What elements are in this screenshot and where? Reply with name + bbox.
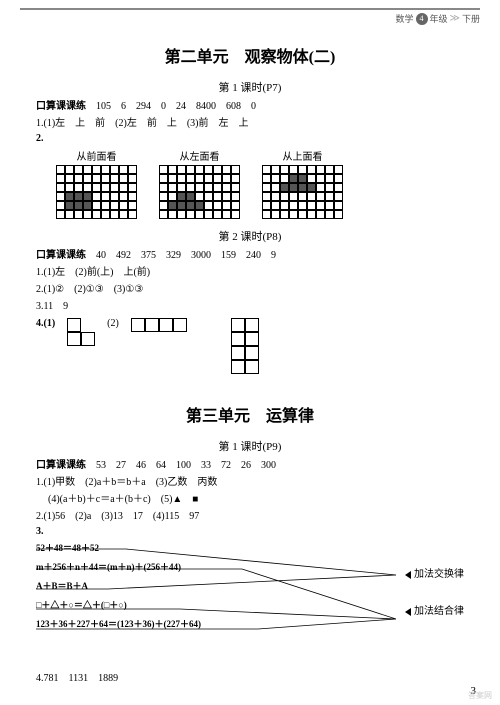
view-front: 从前面看 xyxy=(56,148,137,222)
u3l1-kousuan: 口算课课练 53 27 46 64 100 33 72 26 300 xyxy=(36,458,464,473)
u3l1-q4: 4.781 1131 1889 xyxy=(36,671,464,686)
kousuan-values: 40 492 375 329 3000 159 240 9 xyxy=(96,250,276,261)
kousuan-values: 53 27 46 64 100 33 72 26 300 xyxy=(96,460,276,471)
view-label: 从左面看 xyxy=(159,148,240,163)
q2-label: 2. xyxy=(36,133,44,144)
unit2-lesson2-title: 第 2 课时(P8) xyxy=(36,228,464,244)
match-lines xyxy=(36,541,464,669)
u3l1-q2: 2.(1)56 (2)a (3)13 17 (4)115 97 xyxy=(36,509,464,524)
kousuan-values: 105 6 294 0 24 8400 608 0 xyxy=(96,101,256,112)
view-label: 从上面看 xyxy=(262,148,343,163)
match-right-list: 加法交换律加法结合律 xyxy=(405,565,464,617)
grid-top xyxy=(262,165,343,219)
u3l1-q3: 3. 52＋48＝48＋52m＋256＋n＋44＝(m＋n)＋(256＋44)A… xyxy=(36,526,464,669)
u2l1-kousuan: 口算课课练 105 6 294 0 24 8400 608 0 xyxy=(36,99,464,114)
u3l1-q1b: (4)(a＋b)＋c＝a＋(b＋c) (5)▲ ■ xyxy=(36,492,464,507)
q3-label: 3. xyxy=(36,526,44,537)
grid-left xyxy=(159,165,240,219)
grid-front xyxy=(56,165,137,219)
u2l2-q2: 2.(1)② (2)①③ (3)①③ xyxy=(36,282,464,297)
shape-4-2b xyxy=(231,318,259,374)
shape-4-1 xyxy=(67,318,95,346)
u2l2-kousuan: 口算课课练 40 492 375 329 3000 159 240 9 xyxy=(36,248,464,263)
u2l1-q1: 1.(1)左 上 前 (2)左 前 上 (3)前 左 上 xyxy=(36,116,464,131)
u2l2-q4: 4.(1) (2) xyxy=(36,318,464,374)
match-area: 52＋48＝48＋52m＋256＋n＋44＝(m＋n)＋(256＋44)A＋B＝… xyxy=(36,541,464,669)
q4-label2: (2) xyxy=(107,318,119,329)
watermark: 答案网 xyxy=(468,690,492,701)
header-book: 下册 xyxy=(462,12,480,25)
shape-4-2a xyxy=(131,318,187,332)
grade-badge: 4 xyxy=(416,13,428,25)
view-label: 从前面看 xyxy=(56,148,137,163)
view-top: 从上面看 xyxy=(262,148,343,222)
view-left: 从左面看 xyxy=(159,148,240,222)
unit2-lesson1-title: 第 1 课时(P7) xyxy=(36,79,464,95)
chevron-icon: ≫ xyxy=(450,13,460,24)
page-header: 数学 4 年级 ≫ 下册 xyxy=(20,8,480,25)
kousuan-label: 口算课课练 xyxy=(36,460,86,471)
unit3-title: 第三单元 运算律 xyxy=(36,402,464,426)
u3l1-q1a: 1.(1)甲数 (2)a＋b＝b＋a (3)乙数 丙数 xyxy=(36,475,464,490)
q4-label1: 4.(1) xyxy=(36,318,55,329)
unit3-lesson1-title: 第 1 课时(P9) xyxy=(36,438,464,454)
kousuan-label: 口算课课练 xyxy=(36,101,86,112)
u2l2-q1: 1.(1)左 (2)前(上) 上(前) xyxy=(36,265,464,280)
unit2-title: 第二单元 观察物体(二) xyxy=(36,43,464,67)
header-subject: 数学 xyxy=(395,12,413,25)
page-content: 第二单元 观察物体(二) 第 1 课时(P7) 口算课课练 105 6 294 … xyxy=(0,43,500,686)
views-row: 从前面看 从左面看 从上面看 xyxy=(56,148,464,222)
u2l2-q3: 3.11 9 xyxy=(36,299,464,314)
u2l1-q2: 2. 从前面看 从左面看 从上面看 xyxy=(36,133,464,222)
header-grade-label: 年级 xyxy=(430,12,448,25)
kousuan-label: 口算课课练 xyxy=(36,250,86,261)
